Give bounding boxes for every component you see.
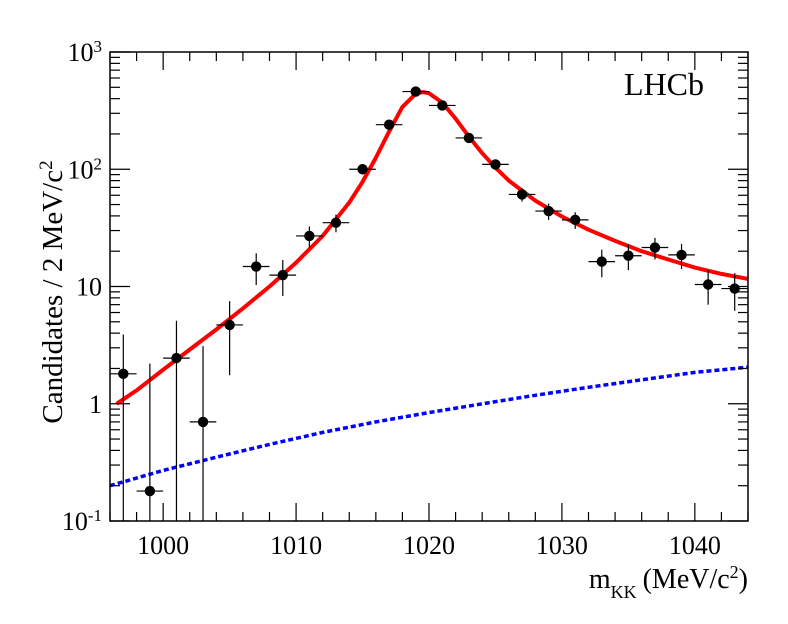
x-axis-label: mKK (MeV/c2) (589, 562, 748, 602)
marker (224, 319, 235, 331)
marker (490, 159, 501, 170)
data-point (429, 100, 456, 111)
data-point (535, 203, 562, 220)
x-tick-label: 1020 (403, 531, 455, 560)
x-tick-label: 1000 (137, 531, 189, 560)
data-point (349, 164, 376, 175)
data-point (189, 346, 217, 521)
x-axis-label-unit: (MeV/c (643, 564, 730, 595)
y-tick-label-base: 10 (62, 507, 88, 536)
y-axis-label: Candidates / 2 MeV/c2 (36, 160, 70, 423)
data-point (110, 334, 137, 521)
y-tick-label: 102 (68, 154, 103, 185)
y-tick-label-base: 10 (76, 273, 102, 302)
marker (197, 416, 209, 428)
marker (463, 132, 475, 144)
data-point (615, 244, 642, 271)
y-tick-label: 10-1 (62, 506, 102, 537)
total-fit-line (115, 90, 748, 406)
y-tick-label-exponent: 3 (94, 37, 103, 56)
marker (570, 214, 581, 226)
data-point (561, 212, 589, 229)
y-tick-label: 1 (89, 390, 102, 419)
y-tick-label-base: 1 (89, 390, 102, 419)
y-axis-label-sup: 2 (36, 160, 57, 170)
marker (144, 485, 156, 497)
data-point (322, 214, 350, 233)
data-point (641, 237, 669, 260)
x-tick-label: 1040 (669, 531, 721, 560)
x-axis-label-sub: KK (611, 582, 637, 602)
y-axis-label-text: Candidates / 2 MeV/c (37, 170, 69, 424)
data-point (269, 260, 297, 296)
marker (330, 217, 342, 228)
y-tick-label-exponent: -1 (88, 506, 102, 525)
x-tick-labels: 1000 1010 1020 1030 1040 (137, 531, 721, 560)
x-tick-label: 1030 (536, 531, 588, 560)
x-axis-label-close: ) (739, 564, 748, 595)
marker (410, 86, 421, 97)
data-point (455, 132, 483, 144)
data-point (482, 159, 509, 170)
marker (171, 352, 182, 364)
marker (676, 249, 687, 261)
marker (383, 119, 395, 130)
data-point (668, 243, 695, 270)
marker (357, 164, 368, 175)
x-tick-label: 1010 (270, 531, 322, 560)
data-point (402, 86, 429, 97)
marker (649, 242, 661, 253)
data-point (136, 363, 164, 521)
x-axis-label-unit-sup: 2 (730, 562, 739, 582)
marker (702, 279, 714, 290)
y-tick-label: 10 (76, 273, 102, 302)
data-point (163, 320, 190, 521)
lhcb-watermark: LHCb (624, 66, 704, 102)
data-point (296, 226, 323, 248)
data-point (694, 270, 722, 305)
x-axis-label-main: m (589, 564, 611, 595)
data-points (110, 86, 748, 521)
marker (543, 205, 554, 217)
plot-frame (109, 51, 749, 522)
fit-curves (110, 90, 748, 488)
y-tick-label-exponent: 2 (94, 154, 103, 173)
marker (277, 269, 288, 281)
marker (516, 189, 528, 200)
marker (251, 261, 262, 272)
marker (304, 230, 315, 242)
data-point (508, 188, 536, 202)
y-tick-label-base: 10 (68, 155, 94, 184)
marker (623, 250, 634, 261)
marker (596, 256, 607, 267)
y-tick-label-base: 10 (68, 38, 94, 67)
data-point (588, 249, 616, 278)
data-point (242, 253, 270, 285)
y-tick-label: 103 (68, 37, 103, 68)
data-point (216, 301, 243, 376)
data-point (375, 119, 403, 130)
marker (437, 100, 448, 111)
marker (118, 368, 129, 380)
